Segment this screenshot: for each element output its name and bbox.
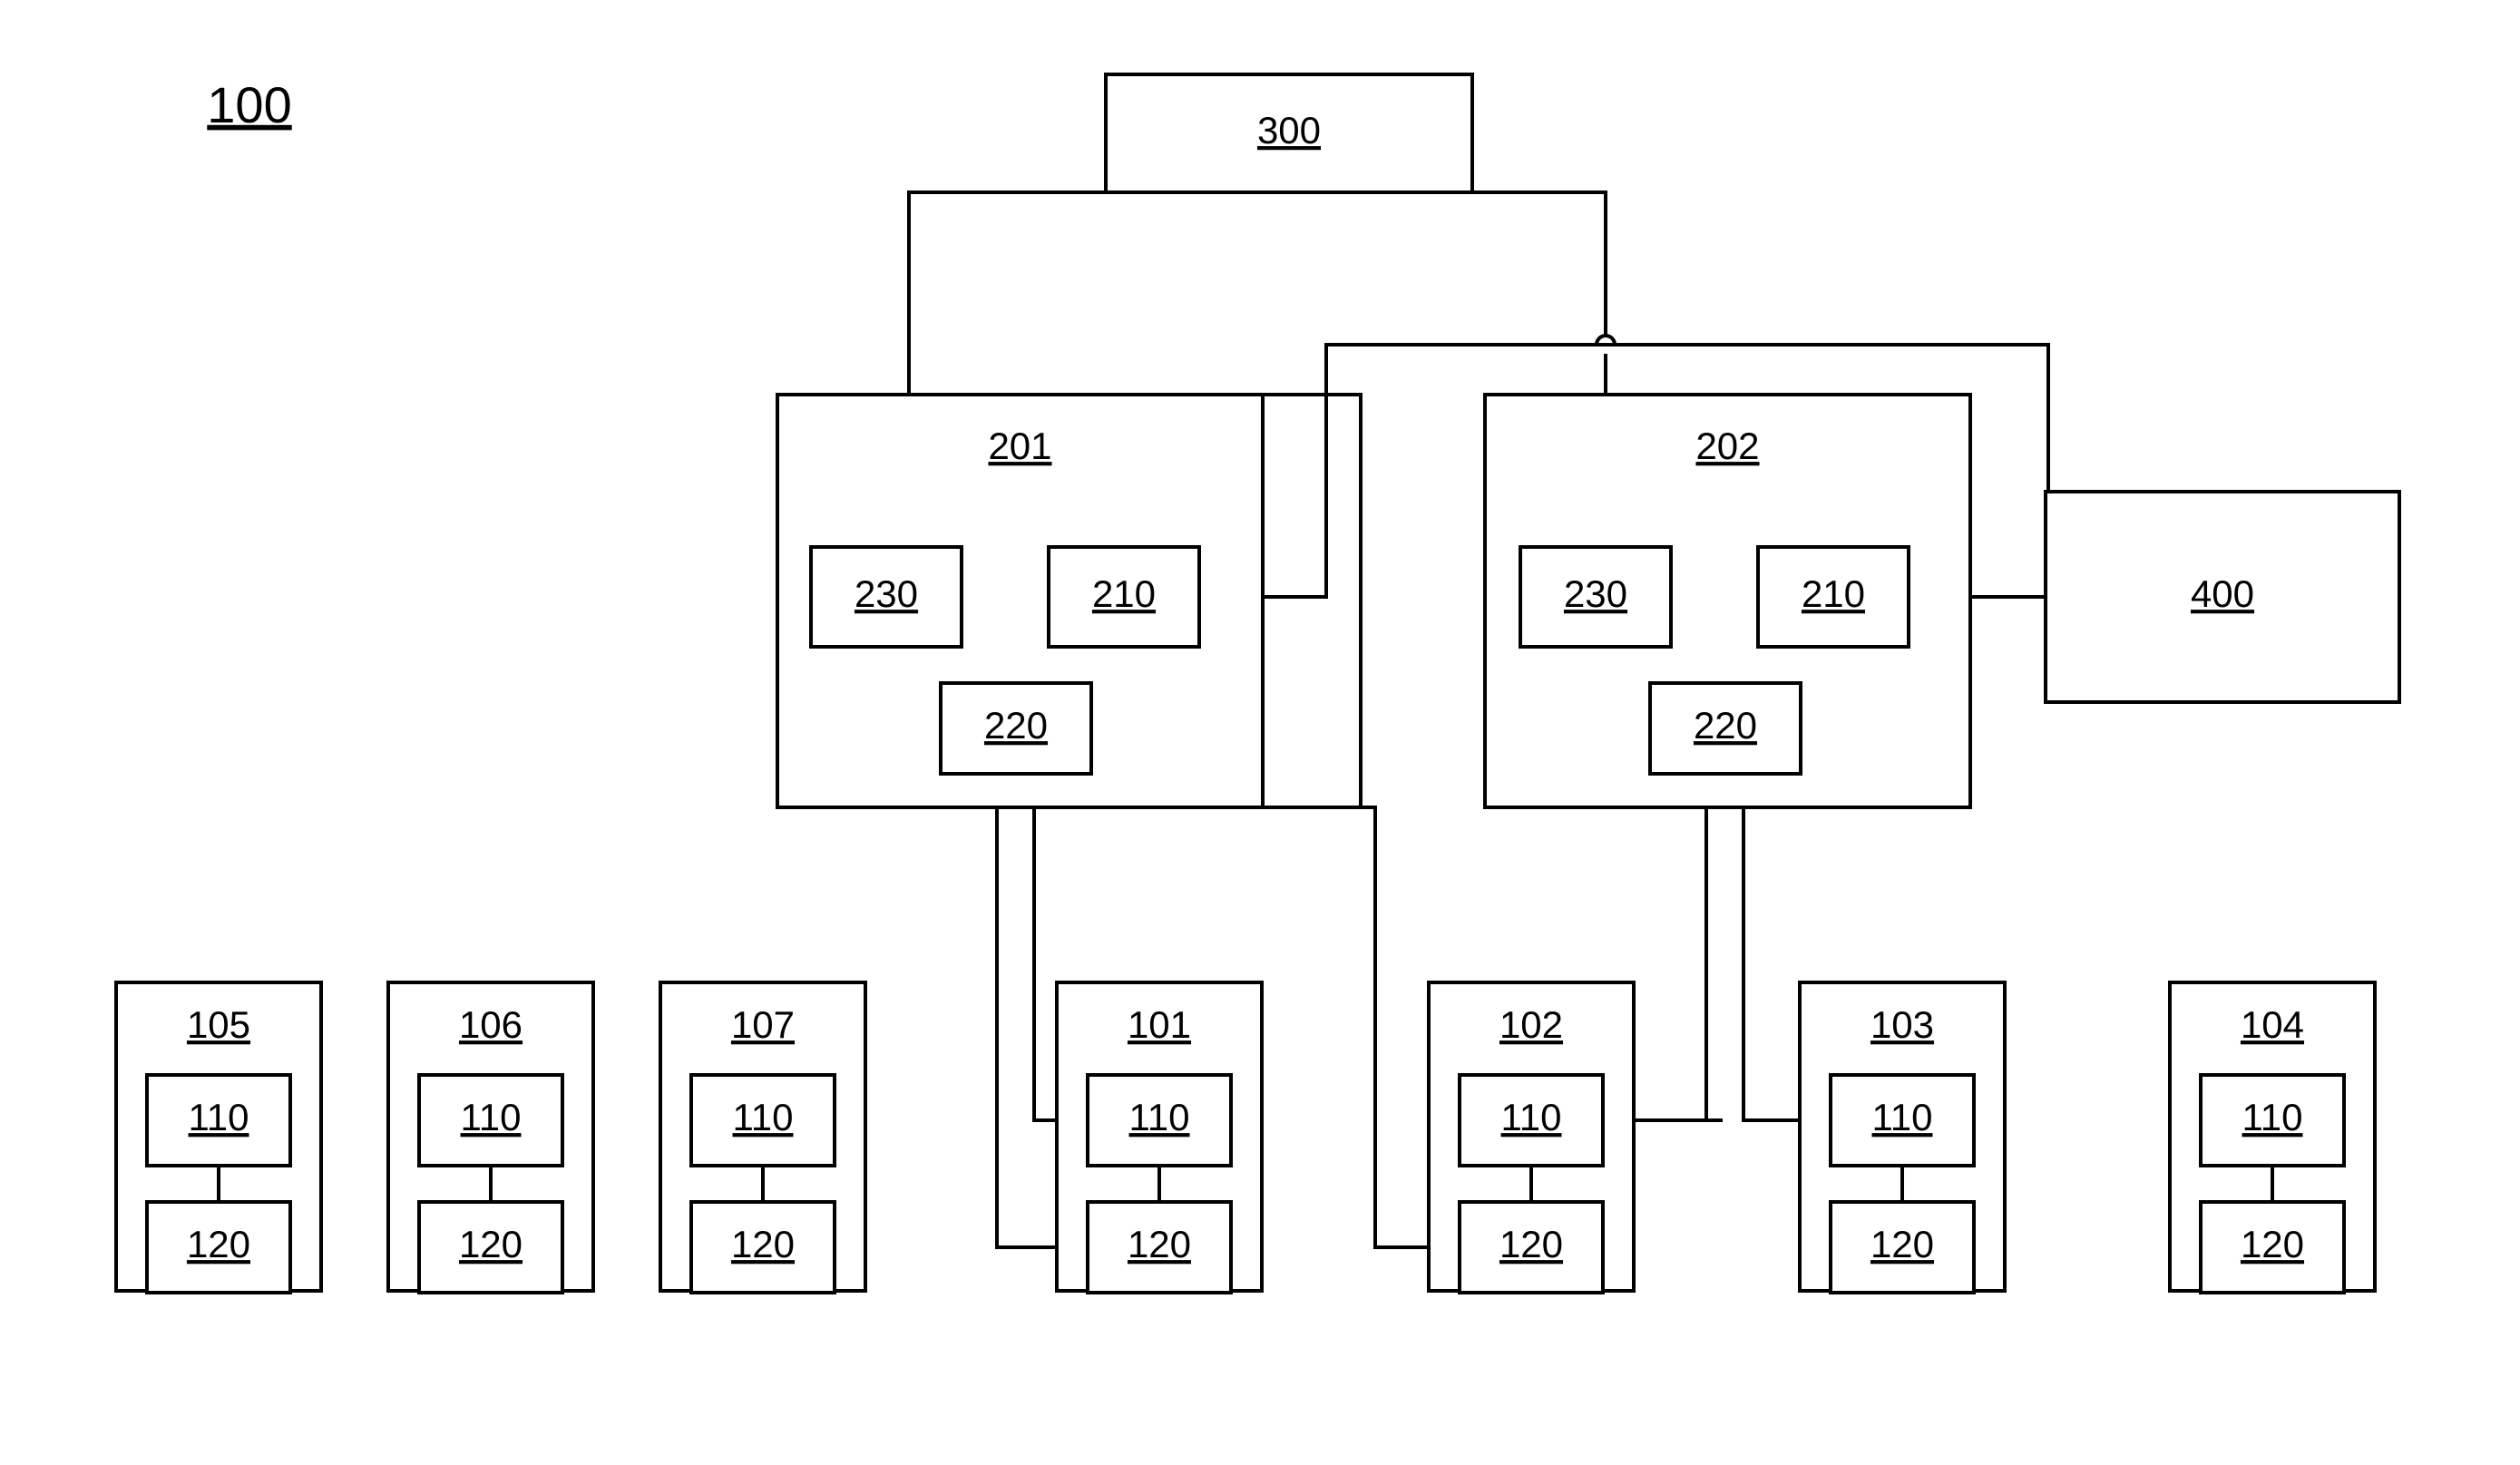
label-120: 120 [731, 1223, 795, 1265]
label-120: 120 [2241, 1223, 2304, 1265]
label-110: 110 [1872, 1096, 1933, 1138]
label-110: 110 [1129, 1096, 1190, 1138]
label-110: 110 [461, 1096, 522, 1138]
label-230: 230 [1564, 572, 1627, 615]
label-201: 201 [988, 425, 1051, 467]
label-120: 120 [1128, 1223, 1191, 1265]
label-120: 120 [459, 1223, 523, 1265]
label-103: 103 [1870, 1003, 1934, 1046]
label-230: 230 [855, 572, 918, 615]
label-210: 210 [1802, 572, 1865, 615]
label-105: 105 [187, 1003, 250, 1046]
label-107: 107 [731, 1003, 795, 1046]
label-210: 210 [1092, 572, 1156, 615]
label-106: 106 [459, 1003, 523, 1046]
label-110: 110 [2242, 1096, 2303, 1138]
label-104: 104 [2241, 1003, 2304, 1046]
label-102: 102 [1499, 1003, 1563, 1046]
label-110: 110 [1501, 1096, 1562, 1138]
label-120: 120 [187, 1223, 250, 1265]
label-101: 101 [1128, 1003, 1191, 1046]
label-220: 220 [1694, 704, 1757, 747]
label-120: 120 [1499, 1223, 1563, 1265]
label-300: 300 [1257, 109, 1321, 151]
label-120: 120 [1870, 1223, 1934, 1265]
block-diagram: 300 400 201 202 230 210 220 230 210 220 105 106 107 1… [0, 0, 2520, 1465]
label-202: 202 [1695, 425, 1759, 467]
label-110: 110 [189, 1096, 249, 1138]
label-400: 400 [2191, 572, 2254, 615]
label-110: 110 [733, 1096, 794, 1138]
figure-title: 100 [207, 76, 291, 133]
label-220: 220 [984, 704, 1048, 747]
